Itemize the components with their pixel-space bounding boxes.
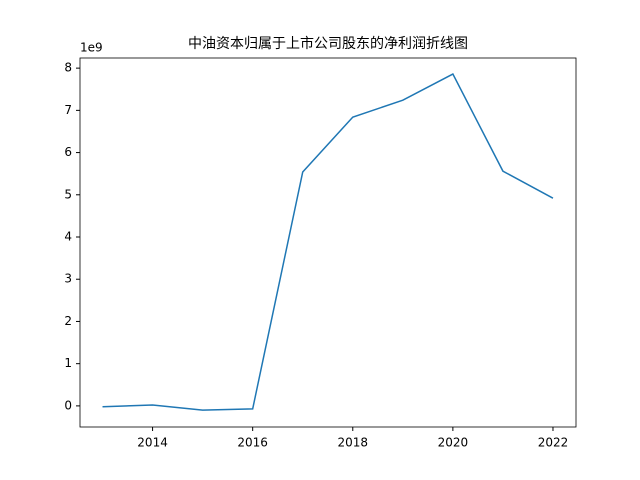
y-tick-label: 3	[64, 272, 72, 286]
x-tick-label: 2014	[137, 436, 168, 450]
chart-title: 中油资本归属于上市公司股东的净利润折线图	[188, 35, 468, 52]
x-tick-label: 2022	[538, 436, 569, 450]
y-tick-label: 7	[64, 103, 72, 117]
y-tick-label: 5	[64, 187, 72, 201]
offset-text: 1e9	[80, 41, 103, 55]
y-tick-label: 0	[64, 398, 72, 412]
x-tick-label: 2018	[338, 436, 369, 450]
plot-frame	[79, 57, 577, 428]
y-tick-label: 2	[64, 314, 72, 328]
x-tick-label: 2016	[237, 436, 268, 450]
y-tick-label: 6	[64, 145, 72, 159]
y-tick-label: 8	[64, 61, 72, 75]
y-tick-label: 1	[64, 356, 72, 370]
x-tick-label: 2020	[438, 436, 469, 450]
line-series	[102, 73, 554, 411]
y-tick-label: 4	[64, 230, 72, 244]
